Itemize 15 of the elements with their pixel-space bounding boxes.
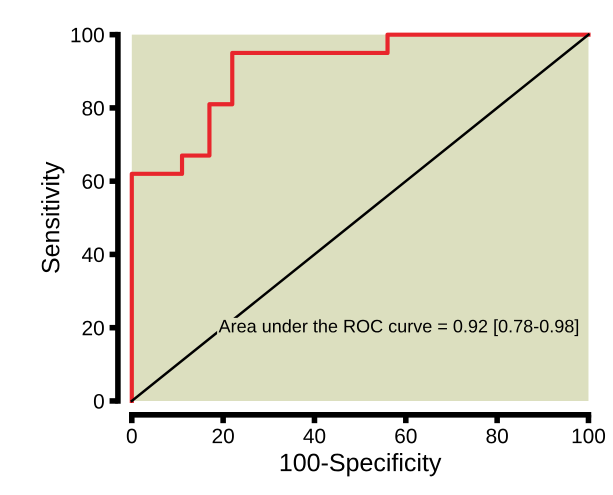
y-tick-label: 0 — [94, 394, 104, 409]
y-tick-label: 100 — [72, 28, 104, 42]
x-tick-label: 0 — [126, 428, 137, 444]
x-tick-label: 40 — [303, 428, 326, 444]
x-tick-label: 100 — [572, 428, 606, 444]
y-tick-label: 40 — [82, 247, 104, 262]
x-tick-label: 80 — [486, 428, 508, 444]
x-axis-title: 100-Specificity — [280, 453, 442, 476]
y-tick-label: 80 — [82, 100, 104, 116]
annotation: Area under the ROC curve = 0.92 [0.78-0.98] — [218, 319, 578, 336]
y-tick-label: 60 — [82, 174, 104, 189]
x-tick-label: 60 — [395, 428, 417, 444]
y-tick-label: 20 — [82, 320, 104, 336]
x-tick-label: 20 — [212, 428, 234, 444]
y-axis-title: Sensitivity — [41, 162, 64, 273]
